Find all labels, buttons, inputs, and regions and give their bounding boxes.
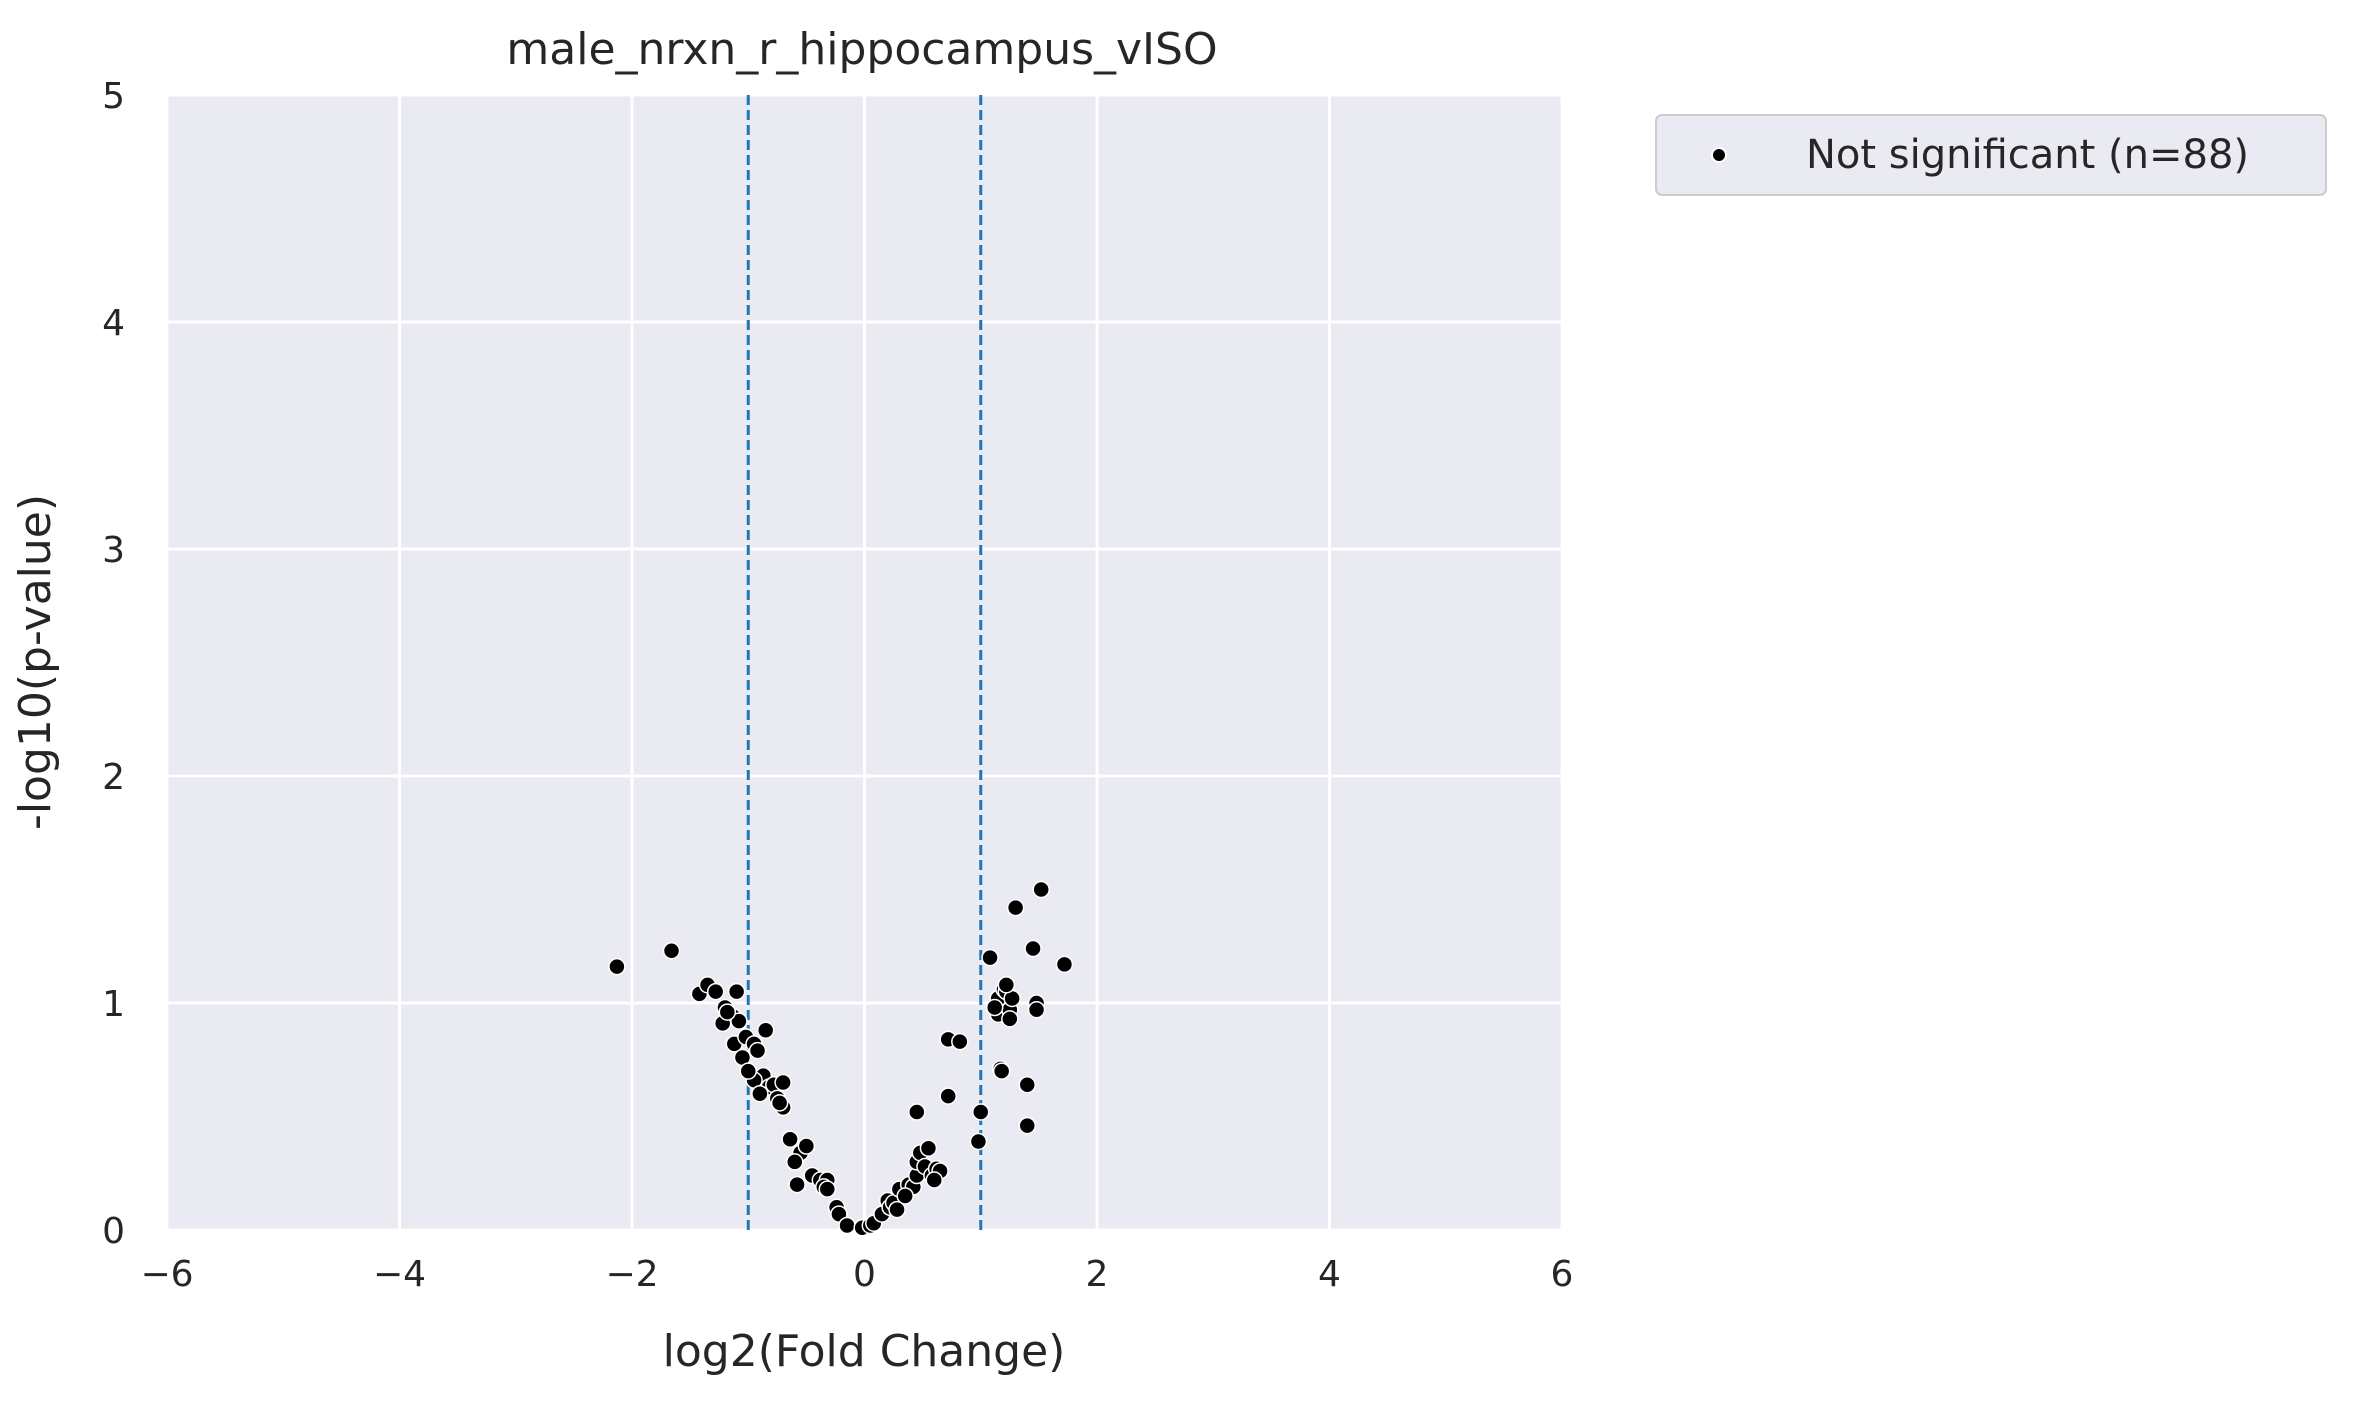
x-tick-label: 6: [1551, 1254, 1574, 1295]
y-tick-label: 5: [102, 76, 125, 117]
legend-entry: Not significant (n=88): [1806, 132, 2249, 178]
data-point: [774, 1073, 792, 1092]
y-tick-label: 2: [102, 757, 125, 798]
data-point: [838, 1216, 856, 1235]
chart-title: male_nrxn_r_hippocampus_vISO: [506, 24, 1217, 75]
y-tick-labels: 0 1 2 3 4 5: [102, 76, 125, 1252]
data-point: [1018, 1075, 1036, 1094]
data-point: [1018, 1116, 1036, 1135]
data-point: [727, 982, 746, 1001]
x-tick-label: 0: [853, 1254, 876, 1295]
data-point: [972, 1103, 990, 1121]
data-point: [908, 1103, 926, 1121]
data-point: [997, 976, 1016, 994]
y-axis-label: -log10(p-value): [10, 494, 61, 830]
x-tick-labels: −6 −4 −2 0 2 4 6: [140, 1254, 1573, 1295]
data-point: [797, 1137, 816, 1155]
data-point: [608, 957, 626, 976]
grid-lines: [165, 93, 1564, 1232]
data-point: [992, 1062, 1011, 1080]
data-point: [706, 982, 725, 1001]
x-axis-label: log2(Fold Change): [663, 1326, 1066, 1377]
data-point: [739, 1062, 757, 1080]
data-point: [981, 948, 999, 967]
data-point: [788, 1175, 806, 1194]
data-point: [781, 1130, 799, 1148]
data-point: [748, 1041, 767, 1060]
data-point: [751, 1085, 769, 1103]
data-point: [969, 1132, 988, 1151]
data-point: [1024, 939, 1042, 958]
data-point: [925, 1171, 943, 1189]
data-point: [1027, 1001, 1046, 1019]
x-tick-label: 2: [1086, 1254, 1109, 1295]
data-points: [608, 880, 1074, 1237]
data-point: [730, 1012, 748, 1030]
y-tick-label: 1: [102, 984, 125, 1025]
legend: Not significant (n=88): [1655, 114, 2327, 196]
data-point: [919, 1139, 938, 1158]
data-point: [1001, 1010, 1019, 1028]
y-tick-label: 0: [102, 1211, 125, 1252]
data-point: [985, 998, 1004, 1017]
y-tick-label: 3: [102, 530, 125, 571]
data-point: [939, 1087, 957, 1105]
x-tick-label: −2: [605, 1254, 658, 1295]
x-tick-label: −4: [373, 1254, 426, 1295]
legend-marker: [1711, 147, 1727, 163]
data-point: [770, 1094, 789, 1112]
data-point: [951, 1032, 969, 1051]
data-point: [756, 1021, 775, 1039]
data-point: [818, 1180, 837, 1198]
data-point: [1032, 880, 1050, 899]
data-point: [1006, 898, 1025, 917]
data-point: [786, 1153, 804, 1171]
data-point: [896, 1187, 914, 1205]
y-tick-label: 4: [102, 303, 125, 344]
data-point: [1055, 955, 1074, 974]
legend-box: [1655, 114, 2327, 196]
data-point: [718, 1003, 737, 1021]
x-tick-label: 4: [1318, 1254, 1341, 1295]
data-point: [662, 942, 681, 960]
data-point: [888, 1200, 906, 1219]
x-tick-label: −6: [140, 1254, 193, 1295]
